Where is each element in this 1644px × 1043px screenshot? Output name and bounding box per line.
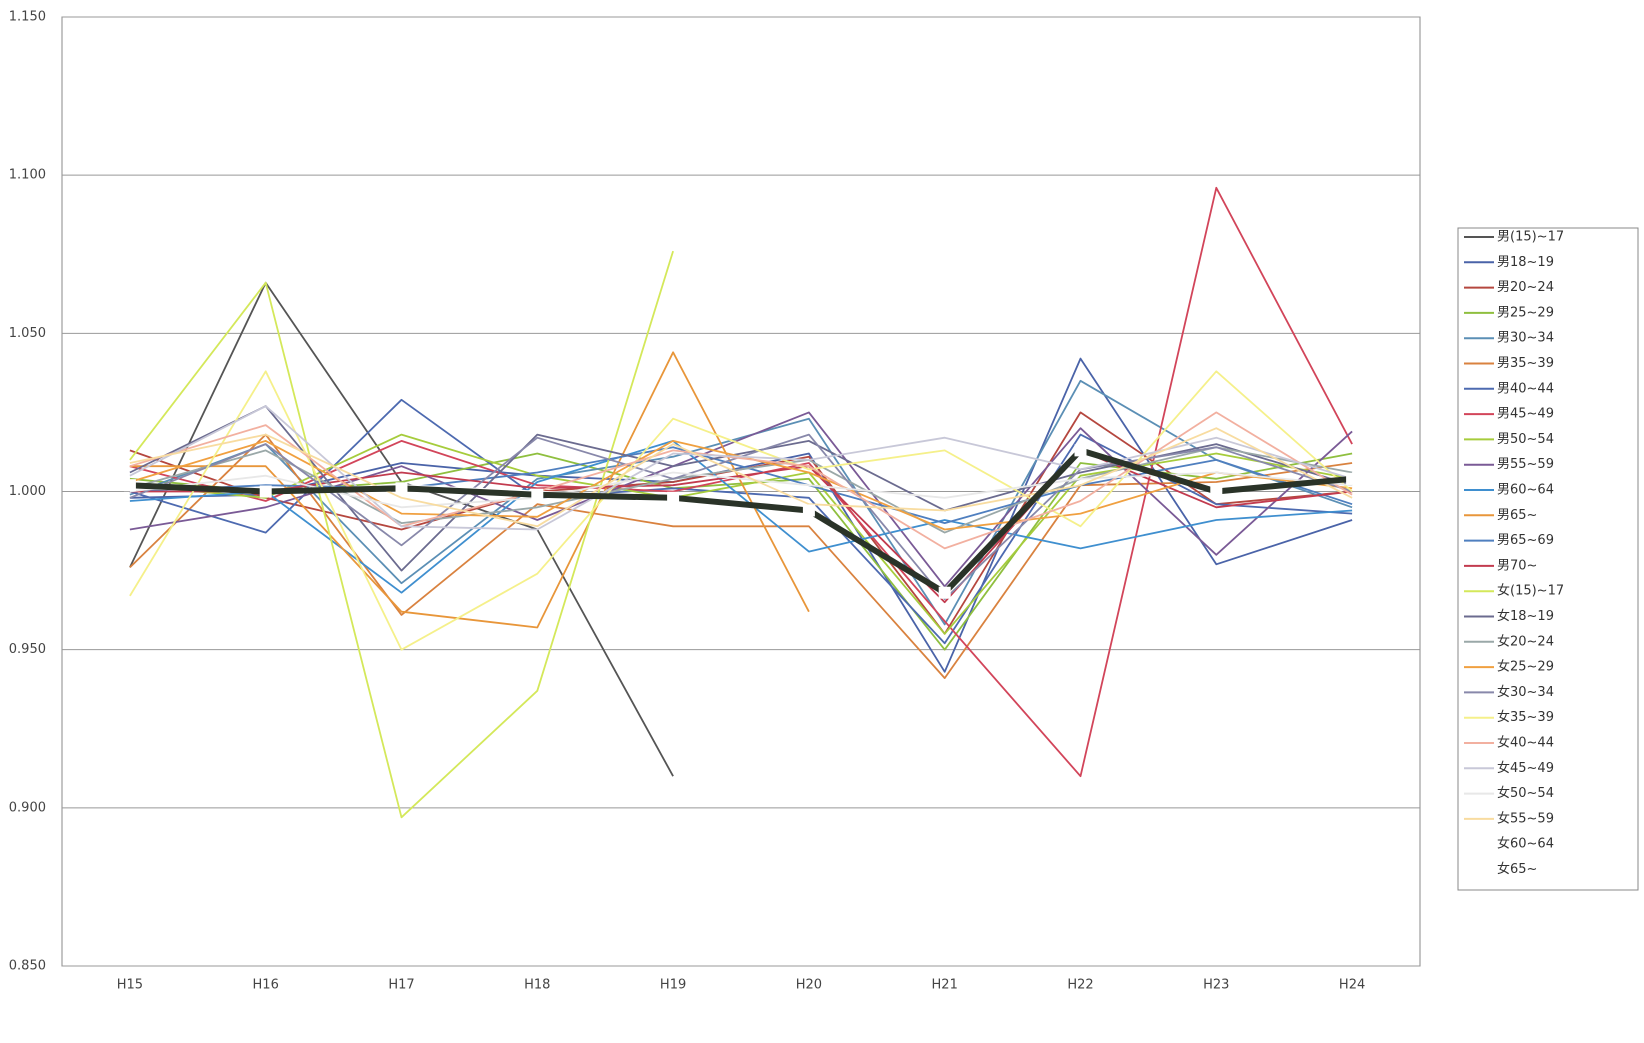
legend: 男(15)~17 男18~19 男20~24 男25~29 男30~34 男35~39 男4…: [1457, 227, 1639, 891]
legend-label: 男18~19: [1497, 255, 1554, 270]
legend-label: 女60~64: [1497, 836, 1554, 852]
y-tick-label: 1.100: [9, 168, 46, 183]
x-tick-label: H18: [524, 978, 550, 993]
point-marker: [802, 504, 815, 517]
legend-label: 女(15)~17: [1497, 583, 1564, 599]
series-line: [129, 427, 1353, 528]
point-marker: [123, 479, 136, 492]
legend-label: 女40~44: [1497, 735, 1554, 751]
y-tick-label: 0.950: [9, 642, 46, 657]
legend-label: 男60~64: [1497, 483, 1554, 498]
point-marker: [1346, 472, 1359, 485]
series-line: [129, 379, 1353, 626]
legend-label: 男(15)~17: [1497, 230, 1564, 245]
legend-label: 男20~24: [1497, 280, 1554, 295]
legend-label: 女18~19: [1497, 608, 1554, 624]
x-tick-label: H15: [117, 978, 143, 993]
legend-label: 女50~54: [1497, 785, 1554, 801]
mean-line: [129, 447, 1353, 596]
legend-label: 女30~34: [1497, 684, 1554, 700]
x-tick-label: H17: [388, 978, 414, 993]
x-tick-label: H24: [1339, 978, 1365, 993]
series-line: [129, 357, 1353, 673]
legend-label: 男55~59: [1497, 457, 1554, 472]
legend-label: 男70~: [1497, 558, 1537, 573]
series-line: [129, 186, 1353, 778]
series-line: [129, 250, 674, 819]
point-marker: [1210, 485, 1223, 498]
x-tick-label: H21: [932, 978, 958, 993]
point-marker: [259, 485, 272, 498]
legend-label: 男30~34: [1497, 331, 1554, 346]
y-tick-label: 0.850: [9, 959, 46, 974]
y-tick-label: 1.050: [9, 326, 46, 341]
legend-label: 男45~49: [1497, 407, 1554, 422]
point-marker: [667, 491, 680, 504]
x-tick-label: H23: [1203, 978, 1229, 993]
legend-label: 男40~44: [1497, 381, 1554, 396]
legend-label: 女20~24: [1497, 633, 1554, 649]
legend-label: 男65~: [1497, 508, 1537, 523]
y-tick-label: 0.900: [9, 800, 46, 815]
y-tick-label: 1.000: [9, 484, 46, 499]
x-tick-label: H16: [253, 978, 279, 993]
y-tick-label: 1.150: [9, 10, 46, 25]
legend-label: 女35~39: [1497, 709, 1554, 725]
legend-label: 女25~29: [1497, 659, 1554, 675]
series-line: [129, 449, 1353, 604]
point-marker: [531, 488, 544, 501]
legend-label: 男35~39: [1497, 356, 1554, 371]
legend-label: 男50~54: [1497, 432, 1554, 447]
x-tick-label: H22: [1067, 978, 1093, 993]
x-tick-label: H20: [796, 978, 822, 993]
series-line: [129, 351, 810, 629]
legend-label: 女65~: [1497, 861, 1537, 877]
legend-label: 女55~59: [1497, 810, 1554, 826]
legend-label: 男25~29: [1497, 305, 1554, 320]
legend-label: 女45~49: [1497, 760, 1554, 776]
x-tick-label: H19: [660, 978, 686, 993]
point-marker: [938, 586, 951, 599]
point-marker: [1074, 444, 1087, 457]
point-marker: [395, 482, 408, 495]
series-line: [129, 370, 1353, 651]
series-line: [129, 446, 1353, 534]
series-line: [129, 440, 1353, 594]
legend-label: 男65~69: [1497, 533, 1554, 548]
